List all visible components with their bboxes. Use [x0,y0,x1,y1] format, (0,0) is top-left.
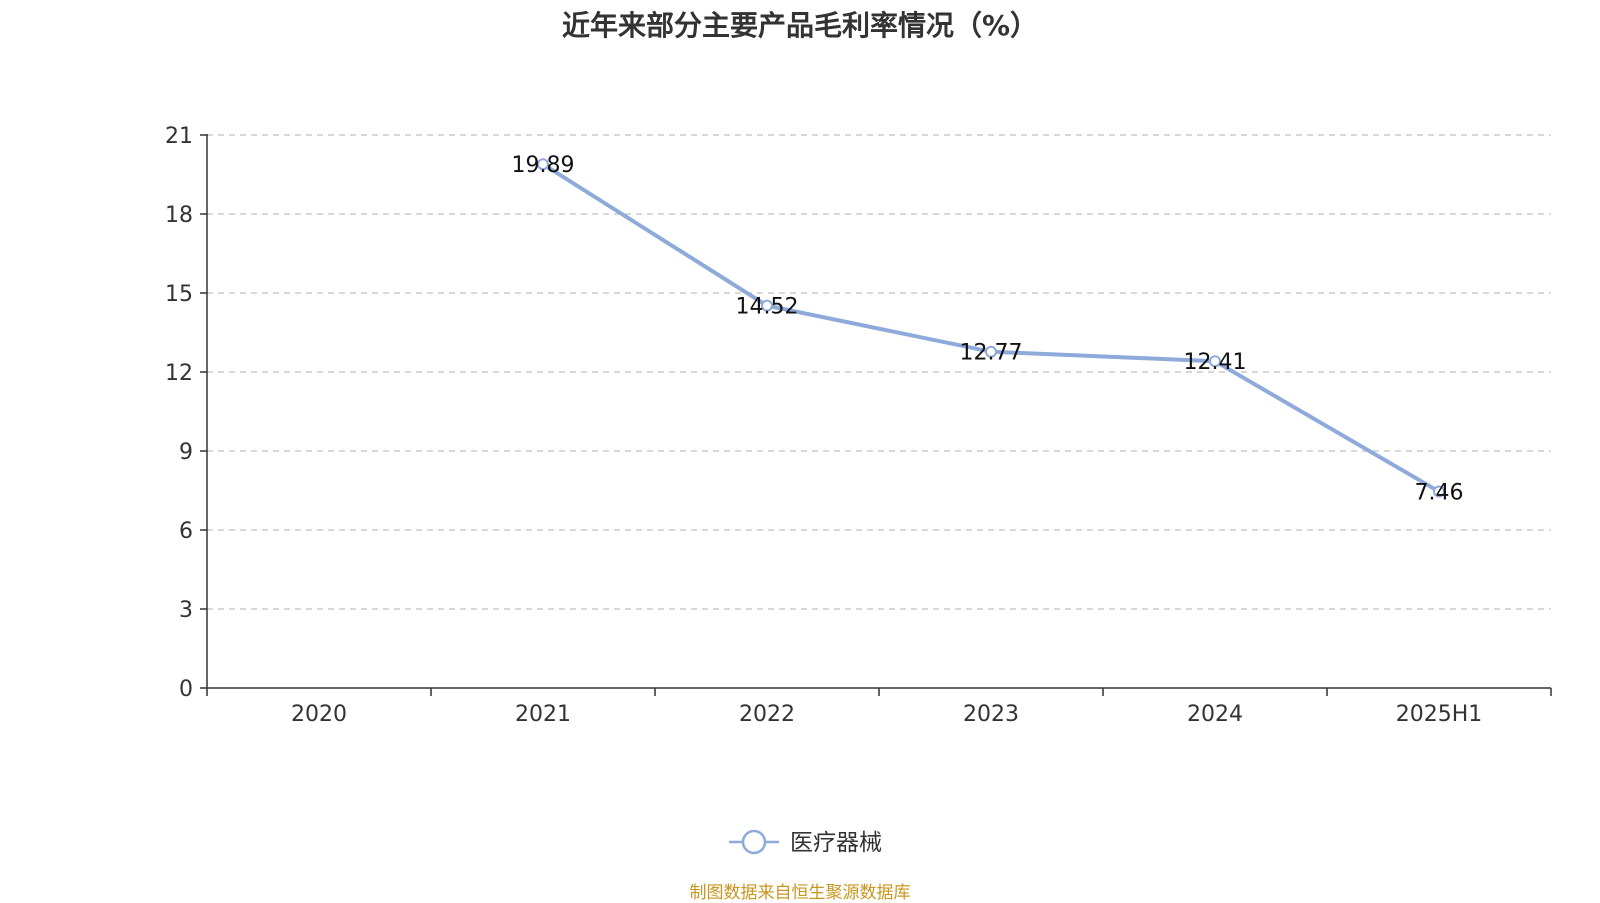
chart-title: 近年来部分主要产品毛利率情况（%） [561,9,1039,42]
x-tick-label: 2021 [515,702,571,727]
x-tick-label: 2020 [291,702,347,727]
legend[interactable]: 医疗器械 [729,829,882,856]
data-point[interactable] [761,299,773,312]
axes [206,134,1551,689]
y-tick-label: 0 [179,677,193,702]
x-tick-label: 2022 [739,702,795,727]
x-tick-label: 2025H1 [1396,702,1483,727]
y-tick-label: 12 [165,361,193,386]
y-tick-label: 9 [179,440,193,465]
data-label: 19.89 [512,153,575,178]
y-tick-label: 3 [179,598,193,623]
y-axis-ticks: 0 3 6 9 12 15 18 21 [165,124,207,702]
legend-marker-icon [741,829,767,855]
data-point[interactable] [537,158,549,171]
source-note: 制图数据来自恒生聚源数据库 [689,883,911,903]
y-tick-label: 21 [165,124,193,149]
data-point[interactable] [1209,355,1221,368]
y-tick-label: 15 [165,282,193,307]
data-label: 7.46 [1415,481,1464,506]
series-group: 19.89 14.52 12.77 12.41 7.46 [512,153,1464,505]
legend-label[interactable]: 医疗器械 [790,830,882,856]
x-tick-label: 2023 [963,702,1019,727]
y-tick-label: 6 [179,519,193,544]
y-tick-label: 18 [165,203,193,228]
data-label: 14.52 [736,295,799,320]
x-tick-label: 2024 [1187,702,1243,727]
data-label: 12.41 [1184,350,1247,375]
data-label: 12.77 [960,341,1023,366]
data-point[interactable] [985,345,997,358]
gridlines [207,134,1551,610]
data-point[interactable] [1433,485,1445,498]
x-axis-ticks: 2020 2021 2022 2023 2024 2025H1 [206,688,1552,727]
